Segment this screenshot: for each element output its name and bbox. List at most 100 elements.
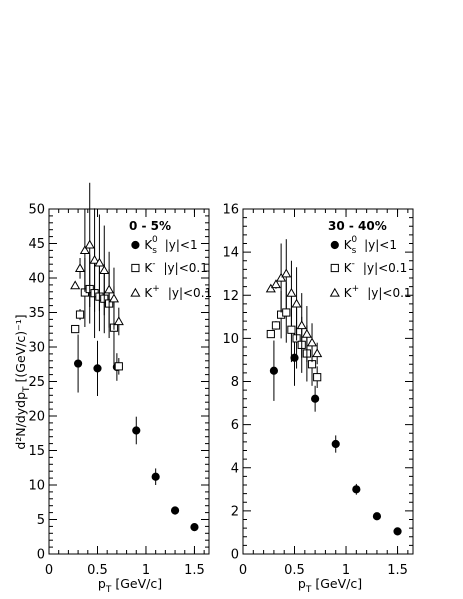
data-point-circle (352, 485, 361, 494)
data-point-square (75, 310, 85, 319)
data-point-square (313, 373, 322, 382)
legend-label: K- |y|<0.1 (144, 259, 207, 275)
data-point-circle (190, 522, 199, 532)
x-tick-label: 1.5 (387, 563, 408, 578)
legend-name: K (344, 261, 353, 275)
x-tick-label: 0 (45, 563, 53, 578)
y-tick-label: 6 (231, 418, 239, 433)
legend-entry-1: Ks0 |y|<1 (131, 235, 198, 256)
x-axis-title-main: p (98, 576, 106, 591)
panel-title: 30 - 40% (328, 219, 387, 233)
data-point-triangle (99, 265, 110, 275)
legend-cut: |y|<0.1 (164, 261, 208, 275)
legend-name: K (344, 238, 353, 252)
data-point-triangle (84, 239, 95, 249)
legend-label: K- |y|<0.1 (344, 259, 407, 275)
data-point-circle (151, 472, 160, 481)
data-point-triangle (270, 279, 282, 289)
data-point-triangle (113, 316, 124, 326)
data-point-triangle (89, 254, 100, 264)
data-point-circle (170, 506, 180, 515)
data-point-triangle (296, 320, 307, 330)
data-point-triangle (301, 328, 312, 338)
data-point-circle (393, 527, 402, 536)
legend-cut: |y|<0.1 (363, 261, 407, 275)
legend-entry-3: K+ |y|<0.1 (329, 284, 412, 300)
legend-name: K (144, 286, 153, 300)
x-axis-title-sub: T (305, 585, 312, 595)
x-tick-label: 1.5 (184, 563, 205, 578)
series-3 (265, 239, 323, 365)
legend-cut: |y|<1 (364, 238, 397, 252)
y-tick-label: 10 (28, 479, 45, 494)
y-tick-label: 25 (28, 375, 45, 390)
x-tick-label: 1 (142, 563, 150, 578)
legend-sup: + (152, 284, 160, 294)
data-point-triangle (306, 337, 318, 347)
y-tick-label: 0 (231, 548, 239, 563)
legend-name: K (144, 261, 153, 275)
legend-cut: |y|<1 (165, 238, 198, 252)
series-1 (269, 329, 402, 536)
y-axis-title: d²N/dydpT [(GeV/c)⁻¹] (13, 314, 32, 449)
data-point-triangle (265, 283, 276, 293)
x-axis-title-main: p (298, 576, 306, 591)
legend-label: K+ |y|<0.1 (344, 284, 412, 300)
data-point-triangle (281, 268, 292, 278)
data-point-triangle (276, 272, 287, 282)
data-point-triangle (286, 287, 297, 297)
legend-label: K+ |y|<0.1 (144, 284, 212, 300)
legend-marker-square (131, 263, 140, 273)
legend-cut: |y|<0.1 (367, 286, 411, 300)
y-tick-label: 20 (28, 410, 45, 425)
legend-marker-circle (131, 240, 140, 250)
data-point-square (271, 321, 281, 330)
data-point-circle (132, 426, 141, 435)
data-point-square (282, 308, 291, 317)
x-axis-title-unit: [GeV/c] (311, 576, 362, 591)
data-point-square (114, 362, 123, 371)
legend-label: Ks0 |y|<1 (144, 235, 197, 256)
x-tick-label: 0.5 (284, 563, 305, 578)
y-tick-label: 14 (222, 246, 239, 261)
panel-title: 0 - 5% (129, 219, 171, 233)
legend-sup: 0 (351, 235, 357, 245)
data-point-circle (73, 359, 83, 368)
x-axis-title-right: pT [GeV/c] (298, 576, 362, 595)
y-tick-label: 30 (28, 341, 45, 356)
data-point-square (266, 329, 275, 339)
data-point-circle (331, 439, 340, 449)
legend-marker-triangle (130, 287, 141, 297)
y-axis-title-sub: T (22, 386, 32, 393)
x-axis-title-sub: T (105, 585, 112, 595)
legend-sub: s (152, 246, 157, 256)
x-axis-title-unit: [GeV/c] (111, 576, 162, 591)
series-1 (73, 334, 199, 532)
data-point-circle (372, 512, 382, 521)
legend-name: K (144, 238, 153, 252)
legend-entry-2: K- |y|<0.1 (131, 259, 208, 275)
y-tick-label: 12 (222, 289, 239, 304)
data-point-circle (93, 364, 102, 373)
y-tick-label: 0 (37, 548, 45, 563)
y-tick-label: 50 (28, 203, 45, 218)
legend-entry-3: K+ |y|<0.1 (130, 284, 212, 300)
data-point-triangle (291, 298, 302, 308)
y-axis-title-unit: [(GeV/c)⁻¹] (13, 314, 28, 386)
y-tick-label: 45 (28, 237, 45, 252)
legend-sub: s (352, 246, 357, 256)
data-point-square (71, 324, 80, 334)
y-tick-label: 4 (231, 461, 239, 476)
data-point-square (287, 325, 296, 334)
legend-sup: + (352, 284, 360, 294)
data-point-circle (269, 366, 279, 375)
y-tick-label: 10 (222, 332, 239, 347)
legend-sup: 0 (152, 235, 158, 245)
y-tick-label: 40 (28, 272, 45, 287)
data-point-circle (311, 394, 320, 403)
y-axis-title-main: d²N/dydp (13, 392, 28, 450)
